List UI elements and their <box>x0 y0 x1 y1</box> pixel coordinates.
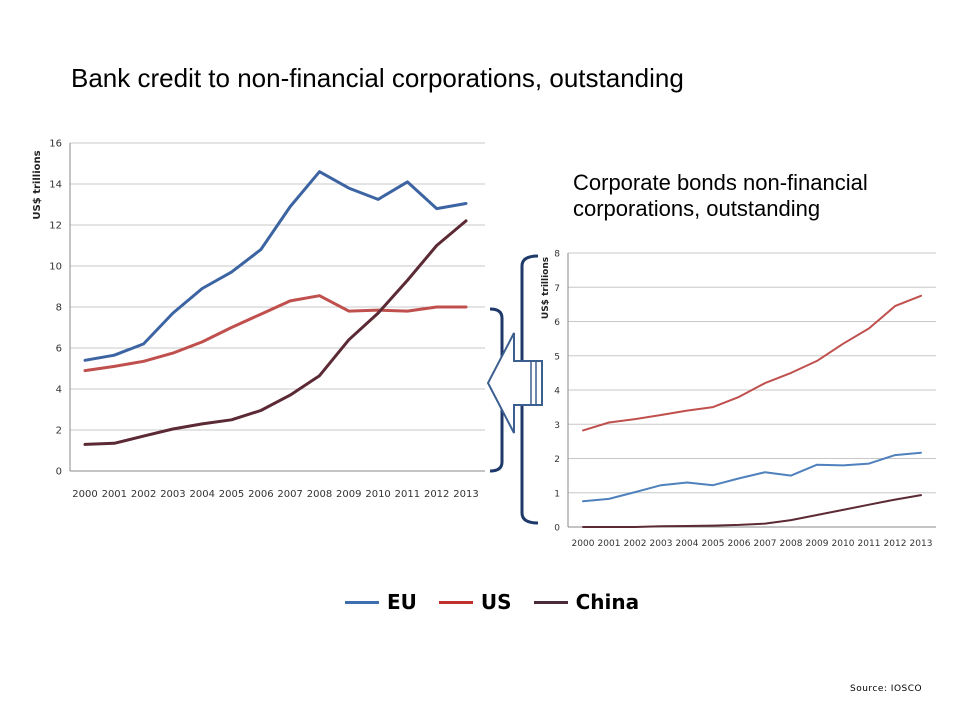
legend: EU US China <box>345 590 661 614</box>
x-tick-label: 2013 <box>910 539 933 549</box>
x-tick-label: 2007 <box>754 539 777 549</box>
y-tick-label: 5 <box>554 352 560 362</box>
x-tick-label: 2013 <box>453 489 478 500</box>
y-tick-label: 10 <box>49 262 62 273</box>
y-tick-label: 4 <box>56 385 62 396</box>
y-tick-label: 12 <box>49 221 62 232</box>
y-tick-label: 16 <box>49 139 62 150</box>
x-tick-label: 2012 <box>884 539 907 549</box>
x-tick-label: 2004 <box>190 489 215 500</box>
x-tick-label: 2008 <box>780 539 803 549</box>
x-tick-label: 2010 <box>832 539 855 549</box>
x-tick-label: 2009 <box>336 489 361 500</box>
x-tick-label: 2000 <box>572 539 595 549</box>
series-line-us <box>83 294 468 373</box>
y-tick-label: 4 <box>554 387 560 397</box>
series-line-eu <box>582 451 922 503</box>
y-tick-label: 2 <box>554 455 560 465</box>
legend-item-us: US <box>438 590 512 614</box>
y-tick-label: 14 <box>49 180 62 191</box>
y-tick-label: 0 <box>56 467 62 478</box>
legend-swatch-us <box>438 600 473 604</box>
y-tick-label: 8 <box>56 303 62 314</box>
x-tick-label: 2009 <box>806 539 829 549</box>
y-axis-title: US$ trillions <box>32 150 43 219</box>
x-tick-label: 2010 <box>365 489 390 500</box>
x-tick-label: 2006 <box>728 539 751 549</box>
x-tick-label: 2004 <box>676 539 699 549</box>
chart1: 0 2 4 6 8 10 12 14 16 2000 2001 2002 2003 2004 2005 200… <box>32 139 485 500</box>
y-tick-label: 6 <box>554 318 560 328</box>
series-line-china <box>83 219 468 446</box>
legend-item-eu: EU <box>345 590 417 614</box>
legend-swatch-china <box>533 600 568 604</box>
y-tick-label: 7 <box>554 284 560 294</box>
connector-graphic <box>486 254 543 525</box>
x-tick-label: 2012 <box>424 489 449 500</box>
series-line-eu <box>83 170 468 362</box>
x-tick-label: 2002 <box>131 489 156 500</box>
source-note: Source: IOSCO <box>850 684 923 694</box>
x-tick-label: 2002 <box>624 539 647 549</box>
y-tick-label: 6 <box>56 344 62 355</box>
x-tick-label: 2000 <box>72 489 97 500</box>
x-tick-label: 2008 <box>307 489 332 500</box>
chart2-title: Corporate bonds non-financial corporatio… <box>573 170 868 222</box>
legend-label-china: China <box>575 590 640 614</box>
y-tick-label: 1 <box>554 489 560 499</box>
legend-label-us: US <box>480 590 512 614</box>
x-tick-label: 2003 <box>160 489 185 500</box>
x-tick-label: 2007 <box>277 489 302 500</box>
y-tick-label: 0 <box>554 524 560 534</box>
series-line-china <box>582 494 922 528</box>
y-tick-label: 8 <box>554 250 560 260</box>
x-tick-label: 2006 <box>248 489 273 500</box>
x-tick-label: 2005 <box>702 539 725 549</box>
x-tick-label: 2001 <box>102 489 127 500</box>
legend-item-china: China <box>533 590 640 614</box>
x-tick-label: 2005 <box>219 489 244 500</box>
x-tick-label: 2003 <box>650 539 673 549</box>
x-tick-label: 2011 <box>395 489 420 500</box>
y-tick-label: 3 <box>554 421 560 431</box>
arrow-left-icon <box>486 332 543 434</box>
legend-swatch-eu <box>345 600 379 604</box>
legend-label-eu: EU <box>387 590 417 614</box>
series-line-us <box>582 294 922 432</box>
y-axis-title: US$ trillions <box>541 257 551 319</box>
chart1-title: Bank credit to non-financial corporation… <box>71 63 684 93</box>
y-tick-label: 2 <box>56 426 62 437</box>
x-tick-label: 2011 <box>858 539 881 549</box>
x-tick-label: 2001 <box>598 539 621 549</box>
